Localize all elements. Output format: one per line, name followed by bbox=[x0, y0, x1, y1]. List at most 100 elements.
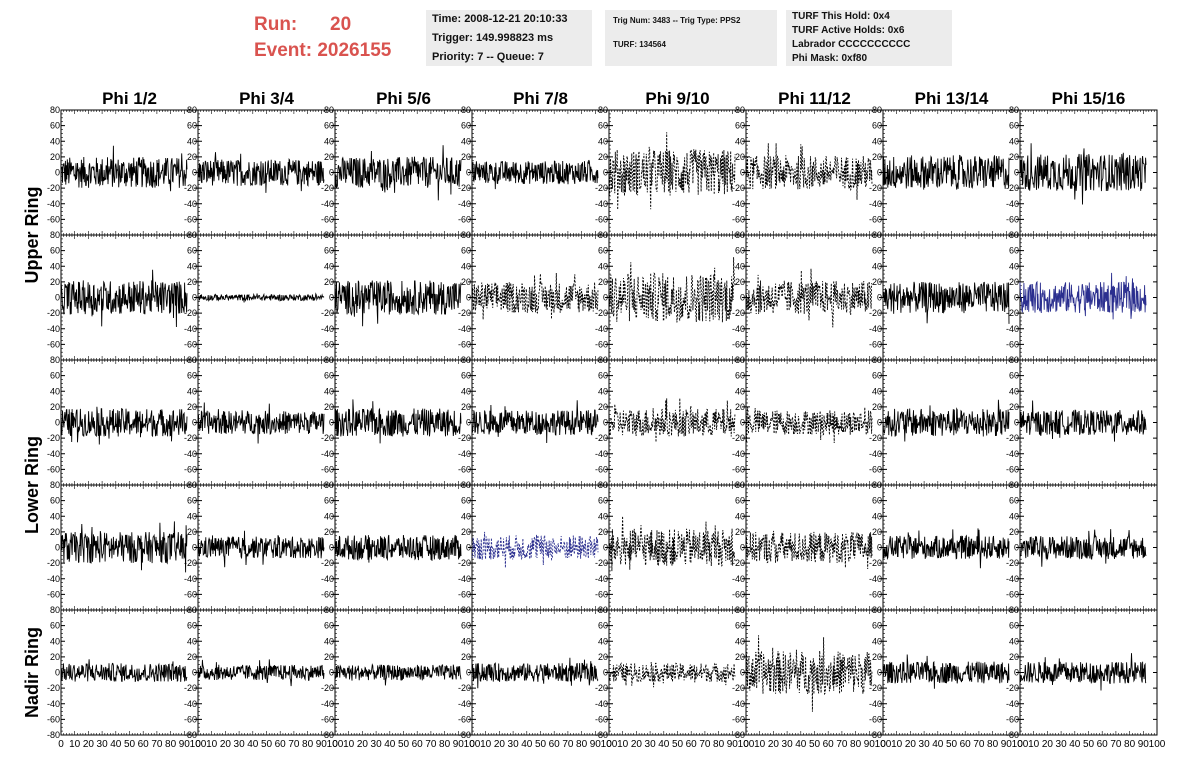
y-tick-label: 60 bbox=[1009, 246, 1019, 256]
waveform-trace bbox=[198, 292, 325, 303]
run-value: 20 bbox=[330, 14, 352, 35]
y-tick-label: 60 bbox=[598, 496, 608, 506]
y-tick-label: 0 bbox=[329, 543, 334, 553]
y-tick-label: 60 bbox=[50, 496, 60, 506]
y-tick-label: -20 bbox=[595, 308, 608, 318]
y-tick-label: 20 bbox=[461, 277, 471, 287]
y-tick-label: 20 bbox=[187, 402, 197, 412]
y-tick-label: -20 bbox=[1006, 183, 1019, 193]
y-tick-label: -40 bbox=[458, 324, 471, 334]
y-tick-label: -20 bbox=[595, 558, 608, 568]
y-tick-label: -20 bbox=[47, 308, 60, 318]
y-tick-label: -40 bbox=[458, 574, 471, 584]
y-tick-label: 60 bbox=[324, 246, 334, 256]
y-tick-label: 80 bbox=[50, 480, 60, 490]
y-tick-label: -40 bbox=[47, 199, 60, 209]
y-tick-label: 60 bbox=[187, 246, 197, 256]
y-tick-label: 60 bbox=[598, 121, 608, 131]
y-tick-label: 40 bbox=[50, 511, 60, 521]
y-tick-label: 40 bbox=[187, 261, 197, 271]
y-tick-label: 20 bbox=[50, 527, 60, 537]
y-tick-label: -60 bbox=[321, 589, 334, 599]
y-tick-label: 0 bbox=[1014, 418, 1019, 428]
y-tick-label: 60 bbox=[461, 246, 471, 256]
y-tick-label: 40 bbox=[324, 511, 334, 521]
y-tick-label: -60 bbox=[869, 589, 882, 599]
y-tick-label: -40 bbox=[595, 324, 608, 334]
y-tick-label: 0 bbox=[603, 418, 608, 428]
y-tick-label: 60 bbox=[872, 121, 882, 131]
waveform-trace bbox=[608, 257, 736, 323]
y-tick-label: -60 bbox=[1006, 339, 1019, 349]
y-tick-label: 0 bbox=[877, 418, 882, 428]
y-tick-label: 0 bbox=[192, 418, 197, 428]
waveform-trace bbox=[197, 402, 325, 444]
waveform-trace bbox=[334, 534, 462, 563]
y-tick-label: -20 bbox=[321, 558, 334, 568]
y-tick-label: 60 bbox=[50, 121, 60, 131]
y-tick-label: 80 bbox=[50, 105, 60, 115]
y-tick-label: 20 bbox=[872, 152, 882, 162]
y-tick-label: 40 bbox=[598, 386, 608, 396]
y-tick-label: 0 bbox=[55, 418, 60, 428]
y-tick-label: -20 bbox=[869, 558, 882, 568]
y-tick-label: 0 bbox=[603, 168, 608, 178]
y-tick-label: -20 bbox=[184, 558, 197, 568]
y-tick-label: 0 bbox=[740, 168, 745, 178]
y-tick-label: -40 bbox=[321, 199, 334, 209]
waveform-trace bbox=[882, 281, 1010, 324]
y-tick-label: 0 bbox=[192, 293, 197, 303]
y-tick-label: -20 bbox=[321, 433, 334, 443]
y-tick-label: 0 bbox=[55, 168, 60, 178]
y-tick-label: -20 bbox=[1006, 433, 1019, 443]
y-tick-label: -20 bbox=[732, 433, 745, 443]
y-tick-label: -40 bbox=[869, 324, 882, 334]
y-tick-label: -20 bbox=[458, 558, 471, 568]
waveform-trace bbox=[334, 145, 462, 201]
y-tick-label: 40 bbox=[598, 261, 608, 271]
trig-num-text: Trig Num: 3483 -- Trig Type: PPS2 bbox=[613, 16, 741, 25]
y-tick-label: -60 bbox=[458, 589, 471, 599]
y-tick-label: 40 bbox=[461, 386, 471, 396]
y-tick-label: -60 bbox=[184, 464, 197, 474]
y-tick-label: -60 bbox=[869, 339, 882, 349]
ring-label-1: Upper Ring bbox=[22, 187, 42, 284]
y-tick-label: -20 bbox=[595, 433, 608, 443]
waveform-trace bbox=[608, 398, 736, 443]
column-header-2: Phi 3/4 bbox=[239, 89, 294, 108]
event-value: 2026155 bbox=[317, 40, 392, 61]
y-tick-label: 60 bbox=[735, 121, 745, 131]
y-tick-label: 20 bbox=[872, 277, 882, 287]
y-tick-label: 0 bbox=[55, 543, 60, 553]
y-tick-label: 60 bbox=[1009, 121, 1019, 131]
y-tick-label: -60 bbox=[47, 464, 60, 474]
y-tick-label: 40 bbox=[872, 386, 882, 396]
y-tick-label: 60 bbox=[735, 496, 745, 506]
y-tick-label: -20 bbox=[732, 183, 745, 193]
waveform-trace bbox=[471, 272, 599, 320]
y-tick-label: 60 bbox=[461, 121, 471, 131]
y-tick-label: 60 bbox=[324, 371, 334, 381]
y-tick-label: 20 bbox=[187, 527, 197, 537]
y-tick-label: 80 bbox=[187, 480, 197, 490]
y-tick-label: 40 bbox=[735, 386, 745, 396]
y-tick-label: -60 bbox=[1006, 464, 1019, 474]
y-tick-label: -40 bbox=[595, 449, 608, 459]
y-tick-label: 0 bbox=[603, 293, 608, 303]
y-tick-label: -40 bbox=[595, 199, 608, 209]
y-tick-label: -60 bbox=[458, 464, 471, 474]
y-tick-label: 20 bbox=[324, 527, 334, 537]
trigger-text: Trigger: 149.998823 ms bbox=[432, 32, 554, 44]
y-tick-label: 0 bbox=[877, 168, 882, 178]
y-tick-label: -40 bbox=[732, 199, 745, 209]
y-tick-label: 80 bbox=[461, 355, 471, 365]
y-tick-label: -40 bbox=[1006, 449, 1019, 459]
y-tick-label: 60 bbox=[461, 496, 471, 506]
y-tick-label: 60 bbox=[735, 371, 745, 381]
column-header-1: Phi 1/2 bbox=[102, 89, 157, 108]
y-tick-label: 80 bbox=[324, 105, 334, 115]
waveform-trace bbox=[471, 531, 599, 568]
y-tick-label: -20 bbox=[184, 183, 197, 193]
waveform-trace bbox=[60, 406, 188, 445]
y-tick-label: -20 bbox=[321, 183, 334, 193]
